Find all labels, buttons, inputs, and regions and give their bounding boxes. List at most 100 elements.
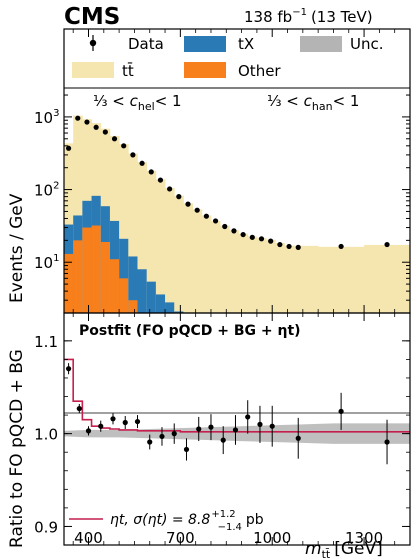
- ratio-data-points: [65, 363, 390, 465]
- ratio-point: [65, 366, 72, 372]
- ttbar-bin: [73, 115, 83, 313]
- legend-unc-label: Unc.: [350, 35, 384, 53]
- bottom-axes: 0.9 1.0 1.1 400 700 1000 1300: [34, 313, 411, 547]
- top-panel: ⅓ < chel< 1 ⅓ < chan< 1 101 102 103: [34, 28, 411, 314]
- ratio-point: [147, 439, 153, 445]
- bottom-panel: Postfit (FO pQCD + BG + ηt) ηt, σ(ηt) = …: [34, 312, 411, 547]
- ratio-x-tick-label: 400: [74, 529, 103, 547]
- ratio-point: [384, 439, 390, 445]
- ratio-x-tick-label: 1300: [345, 529, 383, 547]
- ratio-y-tick-label: 1.1: [34, 333, 58, 351]
- ratio-y-tick-label: 1.0: [34, 426, 58, 444]
- legend-data-marker: [89, 39, 97, 47]
- cms-label: CMS: [64, 4, 120, 30]
- other-bin: [82, 227, 92, 313]
- ratio-point: [196, 426, 202, 432]
- ratio-point: [232, 427, 239, 433]
- tX-bin: [137, 269, 148, 313]
- ttbar-bin: [256, 238, 267, 313]
- ratio-point: [122, 419, 128, 426]
- ratio-point: [269, 423, 275, 429]
- data-point: [295, 244, 301, 250]
- data-point: [222, 223, 228, 230]
- y-tick-label: 103: [34, 108, 59, 127]
- ttbar-bin: [229, 230, 239, 313]
- other-bin: [109, 259, 120, 313]
- ratio-point: [85, 428, 92, 434]
- data-point: [157, 177, 164, 183]
- ttbar-bin: [192, 209, 203, 313]
- ratio-point: [208, 424, 214, 430]
- ratio-point: [76, 405, 82, 412]
- legend-ttbar-swatch: [72, 62, 114, 78]
- ratio-title: Postfit (FO pQCD + BG + ηt): [79, 323, 301, 339]
- ttbar-bin: [128, 153, 138, 313]
- ttbar-bin: [174, 195, 184, 313]
- data-point: [148, 169, 154, 175]
- ttbar-bin: [137, 162, 148, 313]
- ttbar-bin: [238, 233, 249, 313]
- ratio-y-tick-label: 0.9: [34, 518, 58, 536]
- eta-t-curve: [64, 358, 410, 433]
- data-point: [75, 115, 81, 121]
- ttbar-bin: [364, 244, 411, 313]
- data-point: [338, 243, 344, 250]
- tX-bin: [146, 281, 157, 313]
- other-bin: [119, 278, 129, 313]
- top-y-axis-title: Events / GeV: [7, 193, 27, 303]
- data-point: [268, 238, 274, 244]
- ratio-point: [159, 433, 165, 440]
- data-point: [167, 186, 173, 192]
- tX-bin: [174, 311, 184, 313]
- data-point: [65, 145, 72, 151]
- data-point: [384, 241, 390, 248]
- uncertainty-band: [64, 423, 410, 444]
- data-point: [84, 119, 90, 125]
- legend-other-swatch: [184, 62, 226, 78]
- ratio-point: [98, 423, 104, 429]
- ratio-point: [257, 421, 263, 427]
- legend-unc-swatch: [300, 36, 342, 52]
- tX-bin: [165, 302, 175, 313]
- data-point: [203, 213, 209, 219]
- data-point: [102, 129, 108, 135]
- top-data-points: [65, 115, 390, 250]
- ratio-x-tick-label: 1000: [253, 529, 291, 547]
- legend-data-label: Data: [128, 35, 164, 53]
- ttbar-bin: [119, 144, 129, 313]
- data-point: [130, 152, 136, 158]
- bottom-frame: [63, 312, 411, 546]
- ratio-point: [134, 418, 141, 425]
- data-point: [194, 207, 200, 213]
- tX-bin: [128, 256, 138, 313]
- other-bin: [100, 241, 111, 313]
- ttbar-bin: [201, 215, 212, 313]
- ttbar-bin: [146, 170, 157, 313]
- ttbar-bin: [183, 203, 194, 313]
- lumi-label: 138 fb−1 (13 TeV): [244, 7, 373, 26]
- ttbar-bin: [293, 245, 304, 313]
- ratio-point: [110, 416, 116, 422]
- stacked-histograms: [64, 115, 411, 314]
- ratio-x-tick-label: 700: [166, 529, 195, 547]
- tX-bin: [119, 238, 129, 313]
- eta-legend-label: ηt, σ(ηt) = 8.8+1.2 −1.4 pb: [110, 509, 264, 533]
- legend-ttbar-label: tt̄: [122, 61, 134, 80]
- data-point: [139, 160, 145, 166]
- data-point: [111, 136, 118, 142]
- ttbar-bin: [155, 179, 166, 313]
- ratio-point: [245, 414, 251, 420]
- ttbar-bin: [247, 236, 258, 313]
- unc-band-shape: [64, 423, 410, 444]
- ratio-point: [183, 446, 190, 453]
- ttbar-bin: [302, 245, 319, 313]
- data-point: [258, 236, 265, 242]
- ttbar-bin: [210, 220, 221, 313]
- ttbar-bin: [165, 188, 175, 313]
- ratio-point: [295, 435, 301, 441]
- data-point: [277, 241, 283, 248]
- y-tick-label: 101: [34, 253, 59, 272]
- data-point: [212, 218, 219, 224]
- ttbar-bin: [284, 245, 295, 313]
- legend-tX-swatch: [184, 36, 226, 52]
